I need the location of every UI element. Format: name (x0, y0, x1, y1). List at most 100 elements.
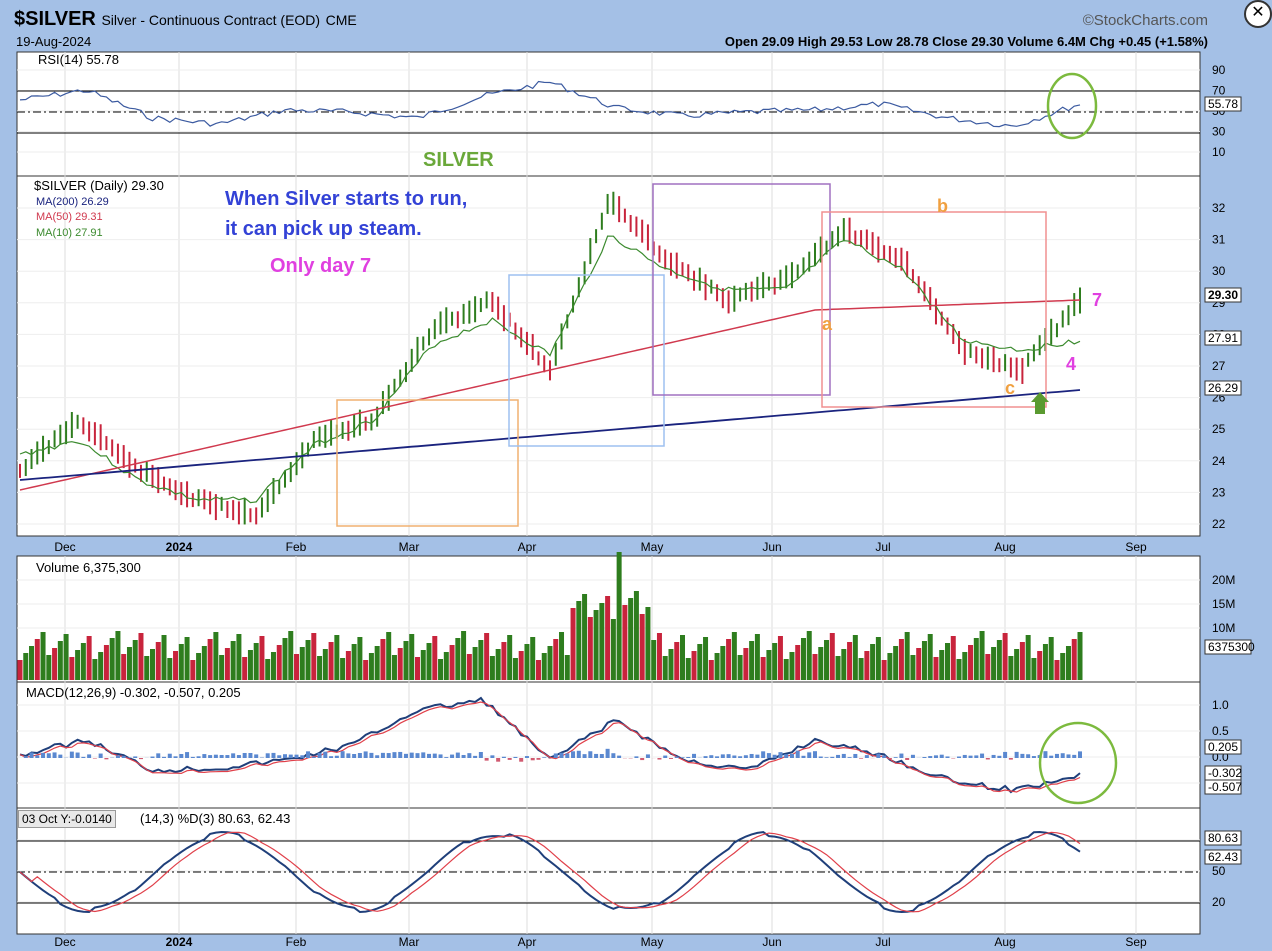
volume-bar (991, 647, 997, 680)
macd-histogram-bar (311, 756, 316, 758)
month-label: Feb (286, 540, 307, 554)
axis-tick-label: 15M (1212, 597, 1235, 611)
macd-histogram-bar (156, 753, 161, 758)
macd-histogram-bar (288, 754, 293, 758)
volume-bar (668, 649, 674, 680)
month-label: Dec (54, 540, 75, 554)
macd-histogram-bar (501, 756, 506, 758)
macd-histogram-bar (922, 757, 927, 758)
volume-bar (593, 610, 599, 680)
volume-bar (173, 651, 179, 680)
axis-tick-label: 20M (1212, 573, 1235, 587)
macd-histogram-bar (933, 755, 938, 758)
macd-histogram-bar (513, 756, 518, 758)
volume-bar (512, 658, 518, 680)
macd-histogram-bar (478, 751, 483, 758)
macd-histogram-bar (882, 755, 887, 758)
volume-bar (1048, 637, 1054, 680)
crosshair-tooltip: 03 Oct Y:-0.0140 (18, 810, 116, 828)
volume-bar (996, 640, 1002, 680)
volume-bar (726, 639, 732, 680)
macd-histogram-bar (69, 751, 74, 758)
volume-bar (829, 633, 835, 680)
axis-tick-label: 10M (1212, 621, 1235, 635)
macd-histogram-bar (755, 754, 760, 758)
silver-annotation: SILVER (423, 149, 494, 171)
macd-histogram-bar (605, 748, 610, 758)
volume-bar (772, 643, 778, 680)
volume-bar (841, 649, 847, 680)
macd-histogram-bar (41, 752, 46, 758)
macd-histogram-bar (133, 756, 138, 758)
volume-bar (674, 642, 680, 680)
macd-histogram-bar (438, 754, 443, 758)
volume-bar (132, 640, 138, 680)
volume-bar (311, 633, 317, 680)
stoch-d-value: 62.43 (1208, 850, 1238, 864)
volume-bar (253, 643, 259, 680)
volume-bar (645, 607, 651, 680)
macd-histogram-bar (179, 753, 184, 758)
macd-histogram-bar (490, 755, 495, 758)
month-label: May (641, 935, 664, 949)
volume-bar (783, 659, 789, 680)
macd-histogram-bar (334, 755, 339, 758)
macd-histogram-bar (640, 758, 645, 761)
volume-bar (432, 636, 438, 680)
macd-histogram-bar (542, 757, 547, 758)
volume-bar (57, 641, 63, 680)
macd-histogram-bar (496, 758, 501, 762)
macd-histogram-bar (715, 756, 720, 758)
volume-bar (582, 594, 588, 680)
volume-bar (720, 646, 726, 680)
volume-bar (800, 638, 806, 680)
volume-bar (196, 653, 202, 680)
brand-label: ©StockCharts.com (1082, 12, 1208, 29)
macd-histogram-bar (789, 754, 794, 758)
volume-bar (115, 631, 121, 680)
month-label: Jun (762, 540, 781, 554)
macd-histogram-bar (536, 758, 541, 760)
month-label: Feb (286, 935, 307, 949)
macd-histogram-bar (75, 752, 80, 758)
volume-bar (472, 647, 478, 680)
volume-bar (881, 660, 887, 680)
volume-bar (126, 647, 132, 680)
macd-histogram-bar (52, 752, 57, 758)
axis-tick-label: 31 (1212, 233, 1226, 247)
volume-bar (599, 603, 605, 680)
macd-histogram-bar (1043, 751, 1048, 758)
macd-histogram-bar (403, 753, 408, 758)
macd-histogram-bar (813, 751, 817, 758)
macd-histogram-bar (300, 755, 305, 758)
macd-histogram-bar (801, 755, 806, 758)
volume-bar (680, 635, 685, 680)
volume-bar (201, 646, 207, 680)
volume-bar (570, 608, 576, 680)
macd-histogram-bar (265, 753, 270, 758)
macd-histogram-bar (657, 758, 662, 760)
macd-histogram-bar (1054, 753, 1059, 758)
axis-tick-label: 20 (1212, 895, 1226, 909)
macd-histogram-bar (738, 756, 743, 758)
macd-histogram-bar (1060, 753, 1065, 758)
macd-histogram-bar (847, 757, 852, 758)
volume-bar (541, 653, 547, 680)
volume-bar (478, 640, 484, 680)
volume-bar (968, 645, 974, 680)
macd-histogram-bar (645, 754, 650, 758)
volume-bar (985, 654, 991, 680)
macd-histogram-bar (709, 755, 714, 758)
macd-histogram-bar (213, 754, 218, 758)
macd-histogram-bar (749, 753, 754, 758)
macd-histogram-bar (795, 750, 800, 758)
macd-histogram-bar (910, 754, 915, 758)
close-icon[interactable]: ✕ (1244, 0, 1272, 28)
macd-histogram-bar (236, 755, 241, 758)
volume-bar (806, 631, 812, 680)
month-label: 2024 (166, 935, 193, 949)
month-label: Jun (762, 935, 781, 949)
ohlc-summary: Open 29.09 High 29.53 Low 28.78 Close 29… (724, 34, 1208, 49)
volume-bar (178, 644, 184, 680)
macd-histogram-bar (1066, 754, 1071, 758)
